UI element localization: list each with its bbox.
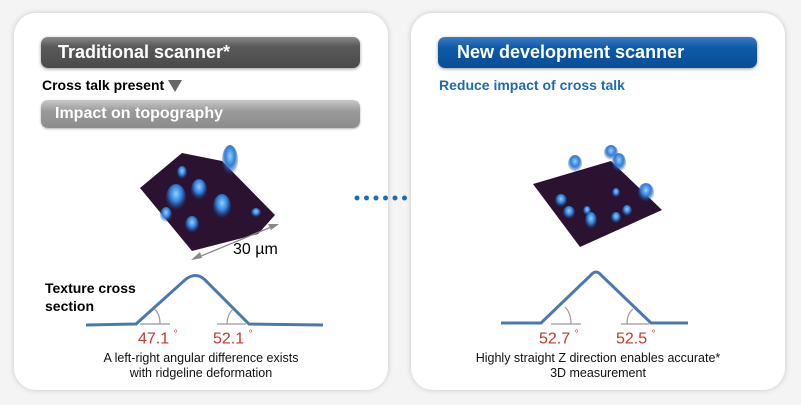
degree-symbol: ° xyxy=(651,329,656,340)
profile-curve xyxy=(501,270,688,325)
new-scanner-header: New development scanner xyxy=(438,37,757,68)
scale-arrow xyxy=(191,224,279,260)
left-angle-value: 52.7 ° xyxy=(539,329,579,348)
profile-curve xyxy=(85,274,324,327)
angle-markers xyxy=(140,308,246,325)
section-label-line2: section xyxy=(45,298,95,314)
cross-talk-status-text: Cross talk present xyxy=(42,77,165,93)
down-triangle-icon xyxy=(168,80,183,93)
surface-plate xyxy=(533,161,662,247)
degree-symbol: ° xyxy=(173,329,178,340)
surface-peaks xyxy=(555,145,654,230)
section-label-line1: Texture cross xyxy=(45,280,136,296)
right-angle-value: 52.1 ° xyxy=(213,329,253,348)
texture-cross-section-label: Texture cross section xyxy=(45,279,136,315)
impact-on-topography-bar: Impact on topography xyxy=(41,100,360,128)
surface-plate xyxy=(140,153,275,251)
traditional-caption: A left-right angular difference exists w… xyxy=(14,351,388,381)
traditional-scanner-header: Traditional scanner* xyxy=(41,37,360,68)
reduce-cross-talk-text: Reduce impact of cross talk xyxy=(439,77,625,93)
caption-line1: Highly straight Z direction enables accu… xyxy=(475,351,721,365)
caption-line2: with ridgeline deformation xyxy=(129,366,273,380)
new-scanner-panel: New development scanner Reduce impact of… xyxy=(411,13,785,390)
left-angle-value: 47.1 ° xyxy=(138,329,178,348)
angle-markers xyxy=(551,306,649,325)
traditional-scanner-panel: Traditional scanner* Cross talk present … xyxy=(14,13,388,390)
caption-line1: A left-right angular difference exists xyxy=(103,351,299,365)
new-caption: Highly straight Z direction enables accu… xyxy=(411,351,785,381)
right-angle-number: 52.5 xyxy=(616,330,648,348)
left-angle-number: 52.7 xyxy=(539,330,571,348)
right-angle-value: 52.5 ° xyxy=(616,329,656,348)
scale-label: 30 µm xyxy=(233,241,278,258)
traditional-surface-image xyxy=(85,145,324,327)
surface-peaks xyxy=(160,145,261,234)
degree-symbol: ° xyxy=(574,329,579,340)
new-surface-image xyxy=(501,145,688,325)
left-angle-number: 47.1 xyxy=(138,330,170,348)
degree-symbol: ° xyxy=(248,329,253,340)
cross-talk-status: Cross talk present xyxy=(42,77,183,93)
caption-line2: 3D measurement xyxy=(550,366,646,380)
right-angle-number: 52.1 xyxy=(213,330,245,348)
